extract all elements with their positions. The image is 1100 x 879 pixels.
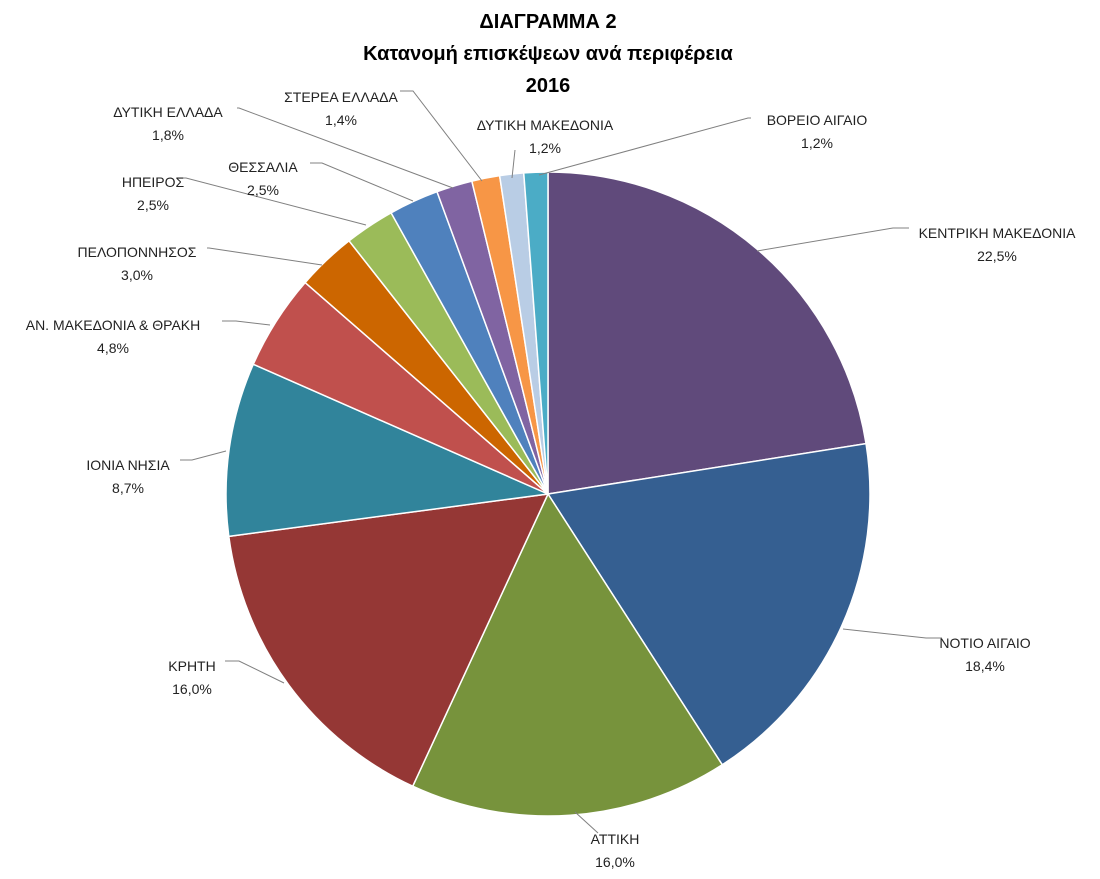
leader-line (842, 628, 942, 639)
slice-value-label: 1,8% (152, 127, 184, 143)
slice-label: ΝΟΤΙΟ ΑΙΓΑΙΟ (939, 635, 1030, 651)
leader-line (511, 149, 516, 179)
slice-value-label: 2,5% (247, 182, 279, 198)
chart-title-line: ΔΙΑΓΡΑΜΜΑ 2 (479, 11, 616, 33)
leader-lines (180, 90, 942, 834)
pie-slice (411, 492, 724, 817)
pie-slice (522, 171, 549, 495)
slice-label: ΑΝ. ΜΑΚΕΔΟΝΙΑ & ΘΡΑΚΗ (26, 317, 201, 333)
slice-value-label: 1,2% (801, 135, 833, 151)
leader-line (574, 811, 599, 834)
pie-slice (227, 493, 550, 788)
leader-line (538, 117, 751, 176)
slice-label: ΘΕΣΣΑΛΙΑ (228, 159, 298, 175)
pie-slice (225, 363, 551, 538)
slice-label: ΒΟΡΕΙΟ ΑΙΓΑΙΟ (767, 112, 868, 128)
slice-value-label: 4,8% (97, 340, 129, 356)
chart-title-line: Κατανομή επισκέψεων ανά περιφέρεια (363, 43, 733, 65)
slice-label: ΑΤΤΙΚΗ (591, 831, 640, 847)
slice-value-label: 18,4% (965, 658, 1005, 674)
leader-line (207, 247, 323, 266)
leader-line (237, 107, 454, 189)
slice-label: ΣΤΕΡΕΑ ΕΛΛΑΔΑ (284, 89, 398, 105)
leader-line (180, 450, 227, 461)
slice-label: ΚΡΗΤΗ (168, 658, 215, 674)
chart-title: ΔΙΑΓΡΑΜΜΑ 2 Κατανομή επισκέψεων ανά περιφ… (363, 11, 733, 97)
slice-value-label: 8,7% (112, 480, 144, 496)
slice-value-label: 22,5% (977, 248, 1017, 264)
slice-label: ΔΥΤΙΚΗ ΜΑΚΕΔΟΝΙΑ (477, 117, 614, 133)
chart-title-line: 2016 (526, 75, 571, 97)
leader-line (400, 90, 483, 182)
slice-value-label: 16,0% (172, 681, 212, 697)
slice-label: ΗΠΕΙΡΟΣ (122, 174, 185, 190)
slice-label: ΚΕΝΤΡΙΚΗ ΜΑΚΕΔΟΝΙΑ (919, 225, 1077, 241)
leader-line (310, 162, 414, 202)
slice-value-label: 1,2% (529, 140, 561, 156)
slice-value-label: 16,0% (595, 854, 635, 870)
slice-labels: ΚΕΝΤΡΙΚΗ ΜΑΚΕΔΟΝΙΑ 22,5% ΝΟΤΙΟ ΑΙΓΑΙΟ 18,4%… (26, 89, 1076, 870)
slice-label: ΙΟΝΙΑ ΝΗΣΙΑ (86, 457, 170, 473)
leader-line (225, 660, 285, 684)
slice-value-label: 3,0% (121, 267, 153, 283)
leader-line (222, 320, 271, 326)
slice-label: ΠΕΛΟΠΟΝΝΗΣΟΣ (78, 244, 197, 260)
slice-value-label: 1,4% (325, 112, 357, 128)
leader-line (183, 177, 367, 226)
leader-line (756, 227, 909, 252)
pie-slices (225, 171, 871, 817)
slice-value-label: 2,5% (137, 197, 169, 213)
pie-slice (547, 171, 867, 495)
slice-label: ΔΥΤΙΚΗ ΕΛΛΑΔΑ (113, 104, 223, 120)
pie-slice (546, 442, 871, 766)
